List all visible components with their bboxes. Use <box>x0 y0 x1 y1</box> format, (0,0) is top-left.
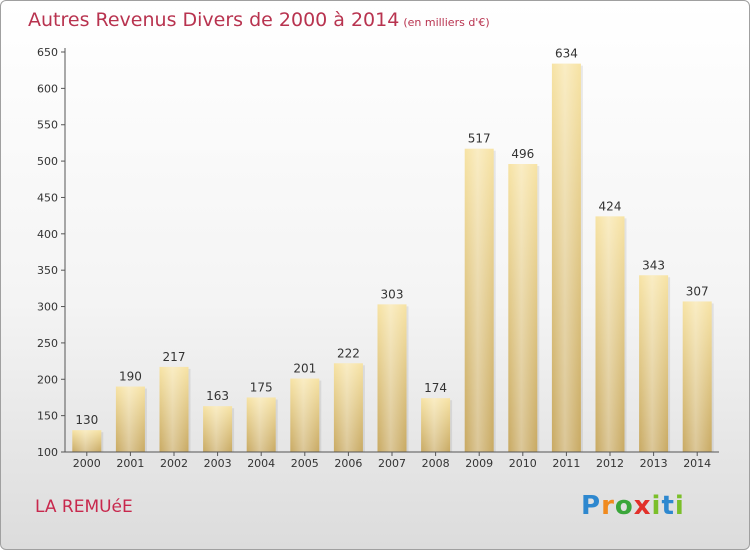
bar-shine <box>595 216 625 452</box>
x-tick-label-2008: 2008 <box>422 457 450 470</box>
bar-shine <box>464 148 494 452</box>
bar-shine <box>203 406 233 452</box>
value-label-2001: 190 <box>119 370 142 384</box>
y-tick-label: 200 <box>37 373 58 386</box>
x-tick-label-2014: 2014 <box>683 457 711 470</box>
bar-shine <box>421 398 451 452</box>
x-tick-label-2003: 2003 <box>204 457 232 470</box>
bar-shine <box>333 363 363 452</box>
bar-shine <box>377 304 407 452</box>
value-label-2000: 130 <box>75 413 98 427</box>
y-tick-label: 400 <box>37 228 58 241</box>
value-label-2006: 222 <box>337 346 360 360</box>
value-label-2003: 163 <box>206 389 229 403</box>
value-label-2002: 217 <box>163 350 186 364</box>
value-label-2012: 424 <box>599 199 622 213</box>
x-tick-label-2012: 2012 <box>596 457 624 470</box>
y-tick-label: 300 <box>37 301 58 314</box>
x-tick-label-2002: 2002 <box>160 457 188 470</box>
value-label-2011: 634 <box>555 47 578 61</box>
title-unit: (en milliers d'€) <box>403 16 490 29</box>
bar-shine <box>508 164 538 452</box>
title-text: Autres Revenus Divers de 2000 à 2014 <box>28 9 400 31</box>
bar-shine <box>682 301 712 452</box>
y-tick-label: 350 <box>37 264 58 277</box>
bars-group: 130 190 217 163 175 201 222 303 174 517 496 634 424 3… <box>72 47 714 453</box>
value-label-2005: 201 <box>293 362 316 376</box>
bar-shine <box>290 378 320 452</box>
x-tick-label-2010: 2010 <box>509 457 537 470</box>
y-tick-label: 250 <box>37 337 58 350</box>
y-tick-label: 150 <box>37 410 58 423</box>
proxiti-logo: Proxiti <box>581 491 685 521</box>
y-tick-label: 500 <box>37 155 58 168</box>
bar-shine <box>639 275 669 452</box>
x-tick-label-2000: 2000 <box>73 457 101 470</box>
y-tick-label: 550 <box>37 119 58 132</box>
bar-shine <box>246 397 276 452</box>
x-tick-label-2006: 2006 <box>334 457 362 470</box>
x-tick-label-2001: 2001 <box>116 457 144 470</box>
x-axis: 2000 2001 2002 2003 2004 2005 2006 2007 2008 2009… <box>65 451 719 470</box>
bar-shine <box>115 386 145 452</box>
value-label-2013: 343 <box>642 258 665 272</box>
bar-shine <box>551 63 581 453</box>
y-tick-label: 650 <box>37 46 58 59</box>
value-label-2004: 175 <box>250 380 273 394</box>
x-tick-label-2013: 2013 <box>640 457 668 470</box>
y-tick-label: 450 <box>37 191 58 204</box>
bar-shine <box>159 366 189 452</box>
y-axis: 100 150 200 250 300 350 400 450 500 550 600 650 <box>37 46 66 459</box>
x-tick-label-2004: 2004 <box>247 457 275 470</box>
chart-title: Autres Revenus Divers de 2000 à 2014 (en … <box>28 9 490 31</box>
y-tick-label: 600 <box>37 82 58 95</box>
value-label-2014: 307 <box>686 284 709 298</box>
x-tick-label-2009: 2009 <box>465 457 493 470</box>
y-tick-label: 100 <box>37 446 58 459</box>
x-tick-label-2005: 2005 <box>291 457 319 470</box>
value-label-2010: 496 <box>511 147 534 161</box>
value-label-2008: 174 <box>424 381 447 395</box>
x-tick-label-2007: 2007 <box>378 457 406 470</box>
value-label-2007: 303 <box>381 287 404 301</box>
value-label-2009: 517 <box>468 132 491 146</box>
town-name: LA REMUéE <box>35 497 133 517</box>
bar-shine <box>72 430 102 452</box>
x-tick-label-2011: 2011 <box>552 457 580 470</box>
